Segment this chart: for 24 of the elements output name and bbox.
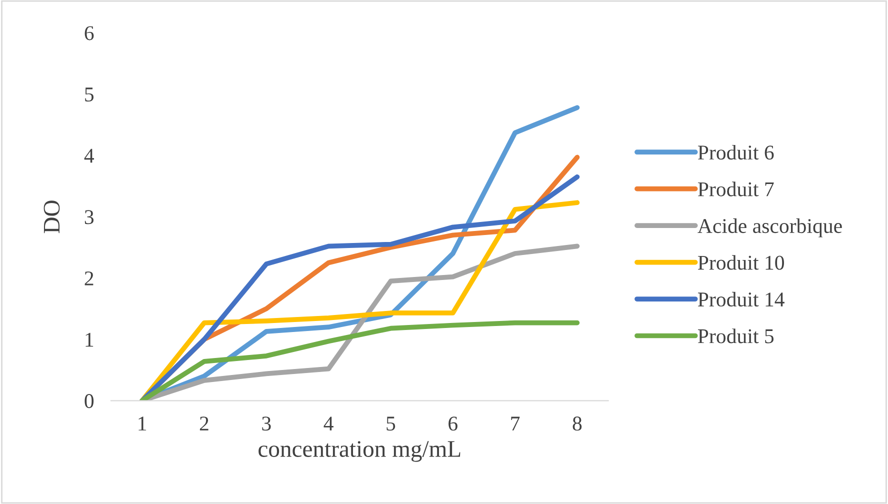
legend-label: Produit 6 [698, 144, 774, 160]
legend-label: Produit 7 [698, 182, 774, 196]
legend-label: Produit 5 [698, 328, 774, 344]
x-axis-title: concentration mg/mL [258, 441, 460, 462]
legend-label: Produit 10 [698, 255, 784, 270]
x-tick-label: 3 [262, 416, 271, 431]
x-tick-label: 2 [200, 416, 208, 430]
x-tick-label: 6 [448, 416, 458, 431]
x-tick-label: 5 [386, 416, 396, 431]
y-tick-label: 1 [86, 332, 94, 347]
y-tick-label: 2 [84, 271, 94, 286]
y-tick-label: 4 [84, 148, 94, 163]
line-series [140, 320, 580, 401]
x-tick-label: 7 [511, 416, 520, 430]
legend-label: Acide ascorbique [698, 218, 842, 238]
y-tick-label: 3 [84, 210, 94, 224]
y-tick-label: 6 [84, 26, 94, 40]
legend-label: Produit 14 [698, 292, 784, 307]
y-tick-label: 5 [85, 88, 94, 102]
x-tick-label: 1 [138, 416, 146, 430]
x-tick-label: 4 [324, 416, 334, 430]
x-tick-label: 8 [572, 416, 582, 431]
y-axis-title: DO [44, 200, 60, 234]
y-tick-label: 0 [84, 394, 94, 408]
